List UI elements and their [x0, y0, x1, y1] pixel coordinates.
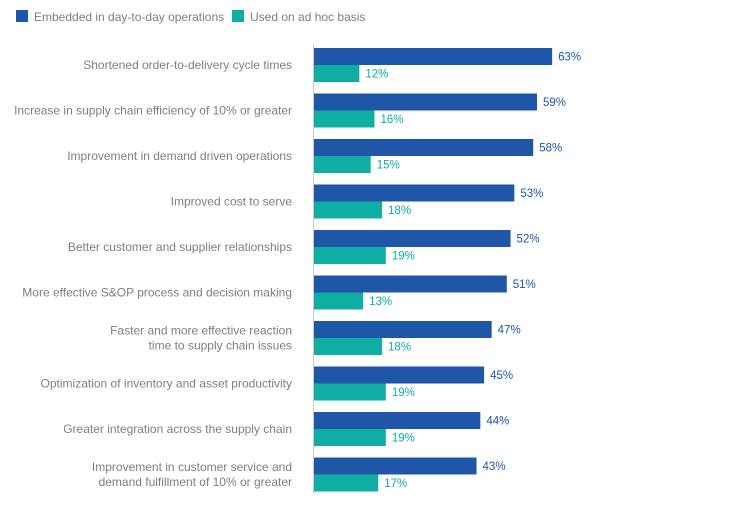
adhoc-value-label: 18% [388, 342, 411, 354]
adhoc-bar [314, 201, 383, 219]
legend-swatch-1 [16, 10, 28, 22]
category-label-line: Faster and more effective reaction [110, 324, 292, 338]
category-label: Faster and more effective reaction time t… [110, 324, 292, 353]
category-label-line: Increase in supply chain efficiency of 1… [14, 104, 292, 118]
embedded-value-label: 58% [539, 143, 562, 155]
category-label-line: demand fulfillment of 10% or greater [99, 475, 292, 489]
adhoc-value-label: 17% [384, 478, 407, 490]
category-label: More effective S&OP process and decision… [22, 286, 292, 300]
category-label: Optimization of inventory and asset prod… [41, 377, 292, 391]
adhoc-value-label: 16% [380, 114, 403, 126]
adhoc-bar [314, 383, 386, 401]
category-label: Greater integration across the supply ch… [63, 422, 292, 436]
legend-label-1: Embedded in day-to-day operations [34, 10, 224, 24]
embedded-value-label: 63% [558, 52, 581, 64]
embedded-value-label: 52% [517, 234, 540, 246]
embedded-value-label: 59% [543, 97, 566, 109]
category-label-line: Improvement in demand driven operations [67, 149, 292, 163]
adhoc-bar [314, 429, 386, 446]
adhoc-value-label: 19% [392, 433, 415, 445]
embedded-bar [314, 321, 492, 338]
embedded-bar [314, 412, 481, 429]
adhoc-bar [314, 110, 375, 128]
category-label: Improvement in demand driven operations [67, 149, 292, 163]
embedded-value-label: 43% [483, 461, 506, 473]
embedded-bar [314, 366, 485, 384]
embedded-value-label: 45% [490, 370, 513, 382]
embedded-bar [314, 48, 553, 65]
adhoc-bar [314, 156, 371, 173]
embedded-bar [314, 139, 534, 156]
embedded-bar [314, 184, 515, 202]
adhoc-value-label: 12% [365, 69, 388, 81]
category-label: Better customer and supplier relationshi… [68, 240, 292, 254]
category-label-line: Improvement in customer service and [92, 460, 292, 474]
category-label: Increase in supply chain efficiency of 1… [14, 104, 292, 118]
category-label-line: More effective S&OP process and decision… [22, 286, 292, 300]
embedded-bar [314, 275, 507, 293]
adhoc-bar [314, 338, 383, 355]
embedded-bar [314, 457, 477, 475]
adhoc-value-label: 19% [392, 387, 415, 399]
category-label-line: Better customer and supplier relationshi… [68, 240, 292, 254]
adhoc-bar [314, 474, 379, 492]
legend-swatch-2 [232, 10, 244, 22]
adhoc-bar [314, 65, 360, 82]
embedded-value-label: 53% [520, 188, 543, 200]
category-label: Shortened order-to-delivery cycle times [83, 58, 292, 72]
adhoc-value-label: 18% [388, 205, 411, 217]
category-label-line: time to supply chain issues [149, 339, 292, 353]
category-label-line: Optimization of inventory and asset prod… [41, 377, 292, 391]
embedded-bar [314, 93, 538, 111]
legend-label-2: Used on ad hoc basis [250, 10, 365, 24]
embedded-bar [314, 230, 511, 247]
category-label-line: Improved cost to serve [171, 195, 293, 209]
category-label-line: Shortened order-to-delivery cycle times [83, 58, 292, 72]
embedded-value-label: 44% [486, 416, 509, 428]
category-label: Improvement in customer service and deman… [92, 460, 292, 489]
category-label: Improved cost to serve [171, 195, 293, 209]
adhoc-bar [314, 247, 386, 264]
adhoc-bar [314, 292, 364, 310]
embedded-value-label: 47% [498, 325, 521, 337]
category-labels: Shortened order-to-delivery cycle times I… [14, 58, 292, 489]
adhoc-value-label: 15% [377, 160, 400, 172]
embedded-value-label: 51% [513, 279, 536, 291]
bars: 63% 12% 59% 16% 58% 15% 53% 18% 52% 19% 51% 13% 47% 1… [314, 48, 581, 492]
adhoc-value-label: 13% [369, 296, 392, 308]
legend: Embedded in day-to-day operations Used on… [16, 10, 365, 24]
category-label-line: Greater integration across the supply ch… [63, 422, 292, 436]
adhoc-value-label: 19% [392, 251, 415, 263]
